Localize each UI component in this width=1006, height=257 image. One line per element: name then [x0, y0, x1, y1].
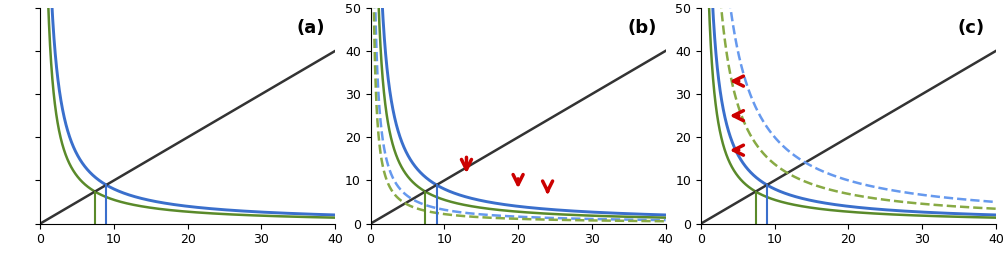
Text: (a): (a)	[297, 19, 325, 36]
Text: (b): (b)	[627, 19, 657, 36]
Text: (c): (c)	[958, 19, 985, 36]
